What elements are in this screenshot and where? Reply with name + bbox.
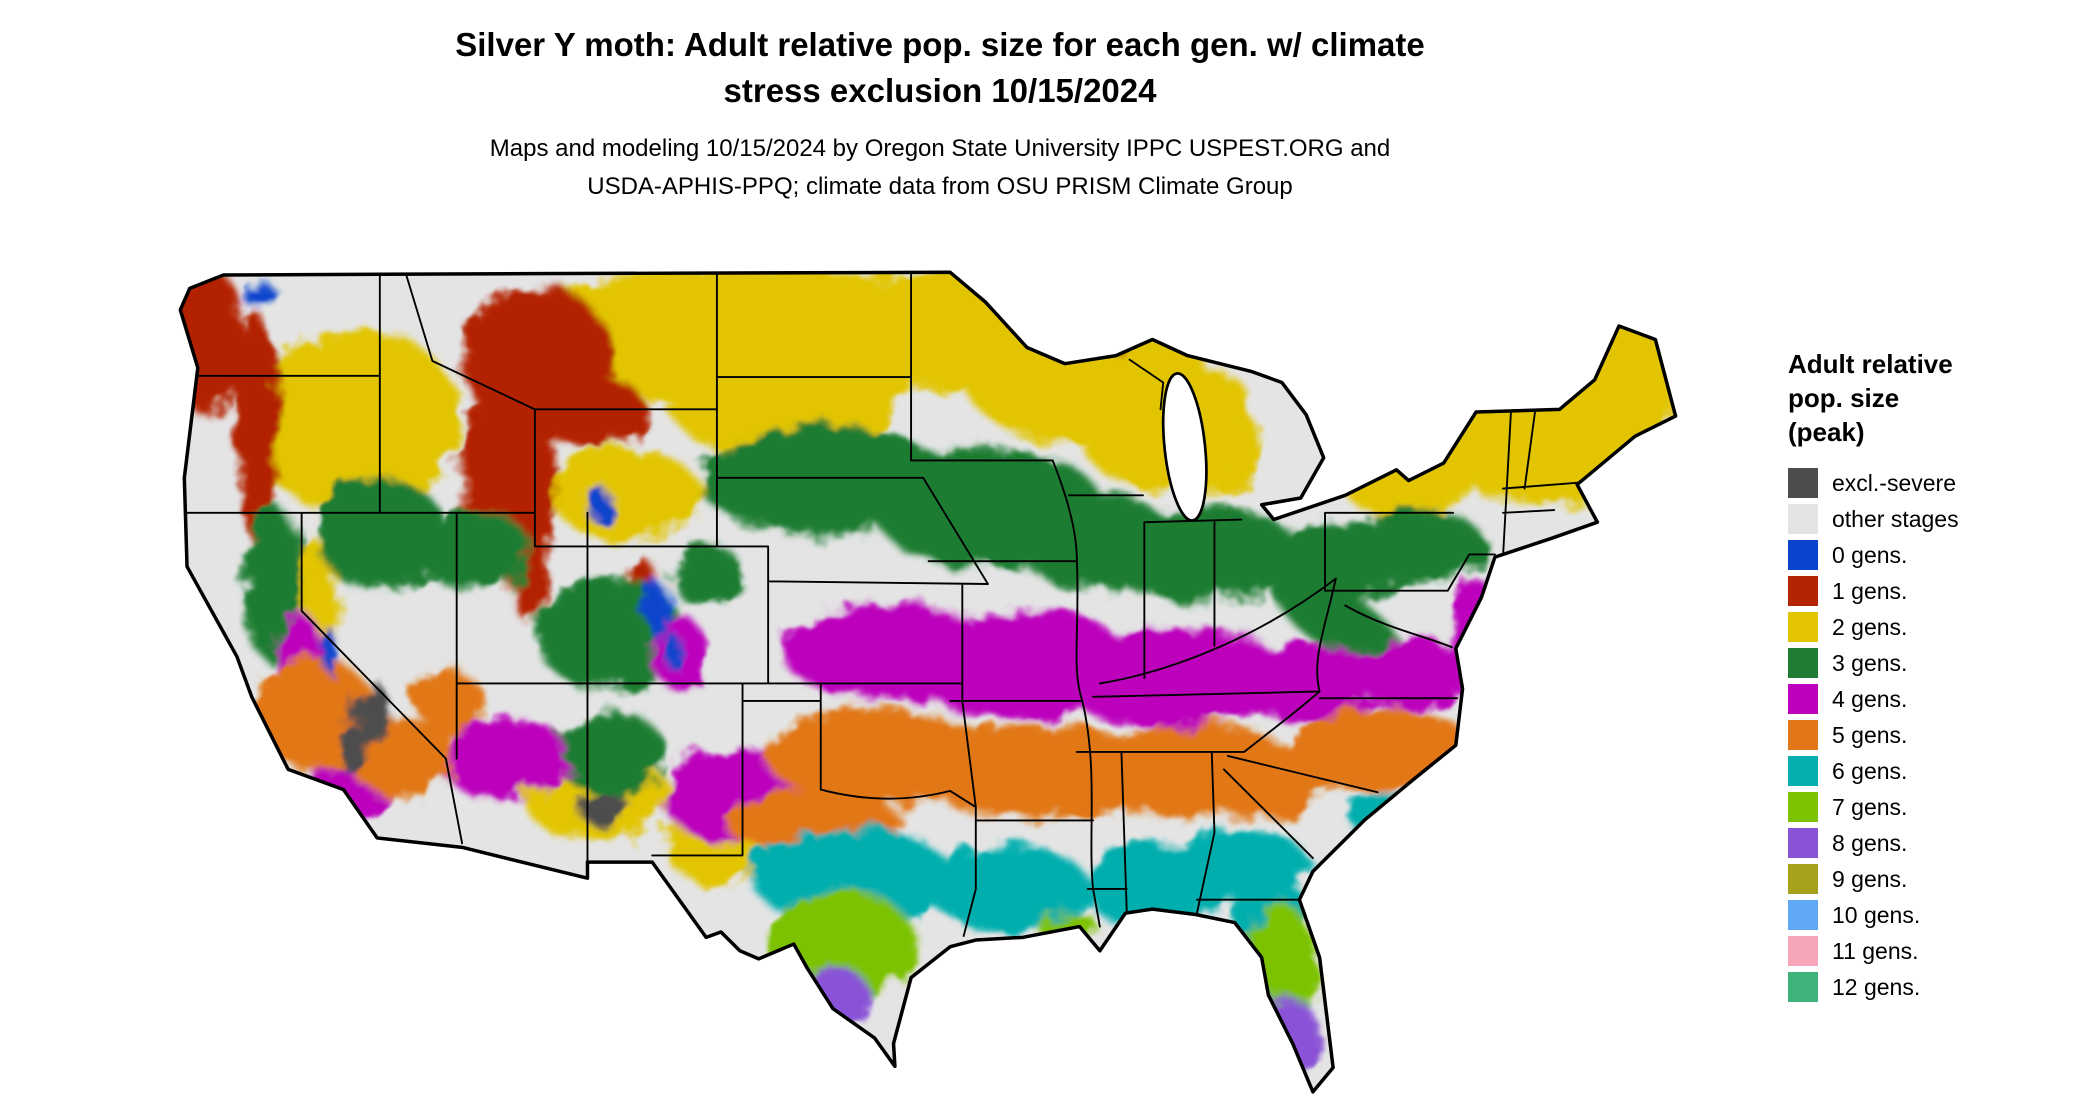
- map-zone-g4: [1345, 640, 1481, 711]
- map-zone-g5: [927, 723, 1157, 821]
- legend-swatch-g8: [1788, 828, 1818, 859]
- legend-title-line2: pop. size: [1788, 382, 1900, 413]
- map-zone-g6: [1343, 790, 1415, 834]
- map-zone-excl: [580, 790, 630, 829]
- legend-row-g1: 1 gens.: [1788, 573, 2088, 609]
- map-zone-g0: [662, 633, 682, 669]
- map-zone-g1: [180, 272, 244, 414]
- map-zone-g6: [1167, 828, 1308, 899]
- legend-swatch-g7: [1788, 792, 1818, 823]
- map-zone-g4: [1237, 644, 1386, 720]
- map-title-line1: Silver Y moth: Adult relative pop. size …: [455, 26, 1425, 63]
- legend-label-g1: 1 gens.: [1832, 577, 1908, 604]
- map-zone-excl: [336, 729, 367, 773]
- state-borders: [183, 272, 1589, 937]
- map-zone-g3: [316, 477, 446, 591]
- map-subtitle: Maps and modeling 10/15/2024 by Oregon S…: [130, 130, 1750, 204]
- map-zone-g4: [1062, 626, 1292, 730]
- legend-label-g5: 5 gens.: [1832, 721, 1908, 748]
- map-zone-g0: [584, 485, 610, 521]
- legend-swatch-g0: [1788, 540, 1818, 571]
- legend-title: Adult relative pop. size (peak): [1788, 348, 2088, 449]
- legend-row-g10: 10 gens.: [1788, 897, 2088, 933]
- legend-row-g9: 9 gens.: [1788, 861, 2088, 897]
- legend-row-g3: 3 gens.: [1788, 645, 2088, 681]
- legend-row-excl: excl.-severe: [1788, 465, 2088, 501]
- map-zone-g3: [553, 712, 668, 794]
- map-zone-g2: [246, 328, 463, 512]
- legend-swatch-g11: [1788, 936, 1818, 967]
- map-title: Silver Y moth: Adult relative pop. size …: [130, 22, 1750, 114]
- legend-title-line3: (peak): [1788, 416, 1865, 447]
- map-zone-g4: [440, 718, 570, 799]
- legend-label-g11: 11 gens.: [1832, 937, 1919, 964]
- us-map: [178, 270, 1678, 1094]
- legend-swatch-g12: [1788, 972, 1818, 1003]
- map-zone-g5: [1163, 735, 1339, 817]
- legend-swatch-g5: [1788, 720, 1818, 751]
- legend-swatch-g6: [1788, 756, 1818, 787]
- legend-swatch-g2: [1788, 612, 1818, 643]
- legend-label-g6: 6 gens.: [1832, 757, 1908, 784]
- map-subtitle-line1: Maps and modeling 10/15/2024 by Oregon S…: [489, 135, 1391, 163]
- legend-label-g2: 2 gens.: [1832, 613, 1908, 640]
- map-zone-g1: [1101, 328, 1137, 351]
- map-zones: [180, 272, 1676, 1074]
- legend-swatch-g3: [1788, 648, 1818, 679]
- legend-label-g9: 9 gens.: [1832, 865, 1908, 892]
- map-zone-g0: [645, 584, 670, 638]
- map-zone-excl: [354, 680, 390, 746]
- legend-label-g7: 7 gens.: [1832, 793, 1908, 820]
- map-zone-g2: [552, 449, 701, 542]
- legend-row-g4: 4 gens.: [1788, 681, 2088, 717]
- map-zone-g3: [1346, 511, 1487, 582]
- legend-swatch-other: [1788, 504, 1818, 535]
- legend-row-other: other stages: [1788, 501, 2088, 537]
- map-zone-g3: [1102, 507, 1305, 602]
- legend-label-g10: 10 gens.: [1832, 901, 1921, 928]
- legend-swatch-g1: [1788, 576, 1818, 607]
- legend-swatch-excl: [1788, 468, 1818, 499]
- legend-row-g12: 12 gens.: [1788, 969, 2088, 1005]
- map-zone-g6: [927, 844, 1090, 931]
- map-zone-g3: [1273, 575, 1404, 669]
- map-zone-g1: [538, 374, 647, 450]
- map-zone-g1: [1047, 272, 1091, 296]
- map-title-line2: stress exclusion 10/15/2024: [723, 72, 1157, 110]
- legend-row-g5: 5 gens.: [1788, 717, 2088, 753]
- legend-row-g8: 8 gens.: [1788, 825, 2088, 861]
- map-zone-g3: [424, 511, 533, 593]
- map-zone-g2: [1586, 296, 1676, 445]
- legend-title-line1: Adult relative: [1788, 349, 1953, 379]
- legend-label-g0: 0 gens.: [1832, 541, 1908, 568]
- legend-items: excl.-severe other stages 0 gens. 1 gens. 2 …: [1788, 465, 2088, 1005]
- map-zone-g5: [414, 668, 483, 736]
- legend: Adult relative pop. size (peak) excl.-se…: [1788, 348, 2088, 1005]
- map-zone-g0: [321, 629, 339, 673]
- map-subtitle-line2: USDA-APHIS-PPQ; climate data from OSU PR…: [587, 172, 1293, 200]
- legend-row-g0: 0 gens.: [1788, 537, 2088, 573]
- legend-swatch-g9: [1788, 864, 1818, 895]
- legend-label-g4: 4 gens.: [1832, 685, 1908, 712]
- map-zone-g3: [669, 546, 746, 606]
- legend-swatch-g4: [1788, 684, 1818, 715]
- header: Silver Y moth: Adult relative pop. size …: [130, 22, 1750, 205]
- us-outline: [178, 270, 1678, 1094]
- legend-row-g7: 7 gens.: [1788, 789, 2088, 825]
- legend-row-g6: 6 gens.: [1788, 753, 2088, 789]
- legend-label-other: other stages: [1832, 505, 1959, 532]
- legend-label-g8: 8 gens.: [1832, 829, 1908, 856]
- legend-label-g3: 3 gens.: [1832, 649, 1908, 676]
- legend-label-g12: 12 gens.: [1832, 973, 1921, 1000]
- map-zone-g0: [242, 284, 278, 306]
- legend-swatch-g10: [1788, 900, 1818, 931]
- legend-row-g11: 11 gens.: [1788, 933, 2088, 969]
- legend-label-excl: excl.-severe: [1832, 469, 1956, 496]
- legend-row-g2: 2 gens.: [1788, 609, 2088, 645]
